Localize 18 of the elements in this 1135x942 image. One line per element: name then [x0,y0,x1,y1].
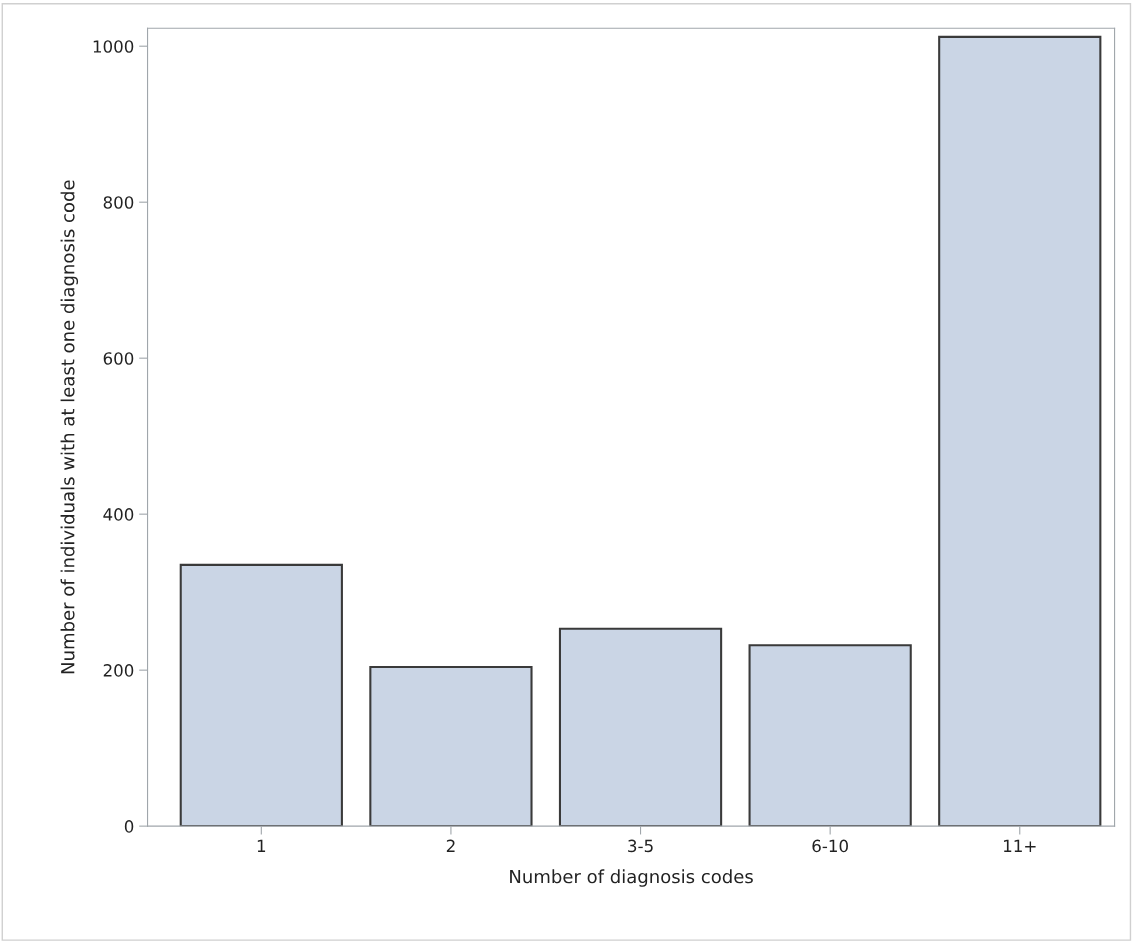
bar [369,665,533,827]
y-tick-label: 600 [103,352,134,365]
y-tick-label: 800 [103,196,134,209]
x-tick-label: 11+ [1004,839,1036,852]
y-axis-title: Number of individuals with at least one diagnosis code [60,180,79,674]
bar [938,35,1102,827]
y-tick-label: 400 [103,508,134,521]
bar [558,627,723,827]
x-axis-title: Number of diagnosis codes [510,869,753,887]
y-tick-label: 0 [124,820,134,833]
y-tick-label: 200 [103,664,134,677]
bar [748,644,912,827]
x-tick-label: 6-10 [812,839,848,853]
bar [179,563,343,827]
x-tick-label: 3-5 [628,839,653,853]
x-tick-label: 1 [257,839,266,852]
x-tick-label: 2 [446,839,455,852]
y-tick-label: 1000 [93,40,134,53]
